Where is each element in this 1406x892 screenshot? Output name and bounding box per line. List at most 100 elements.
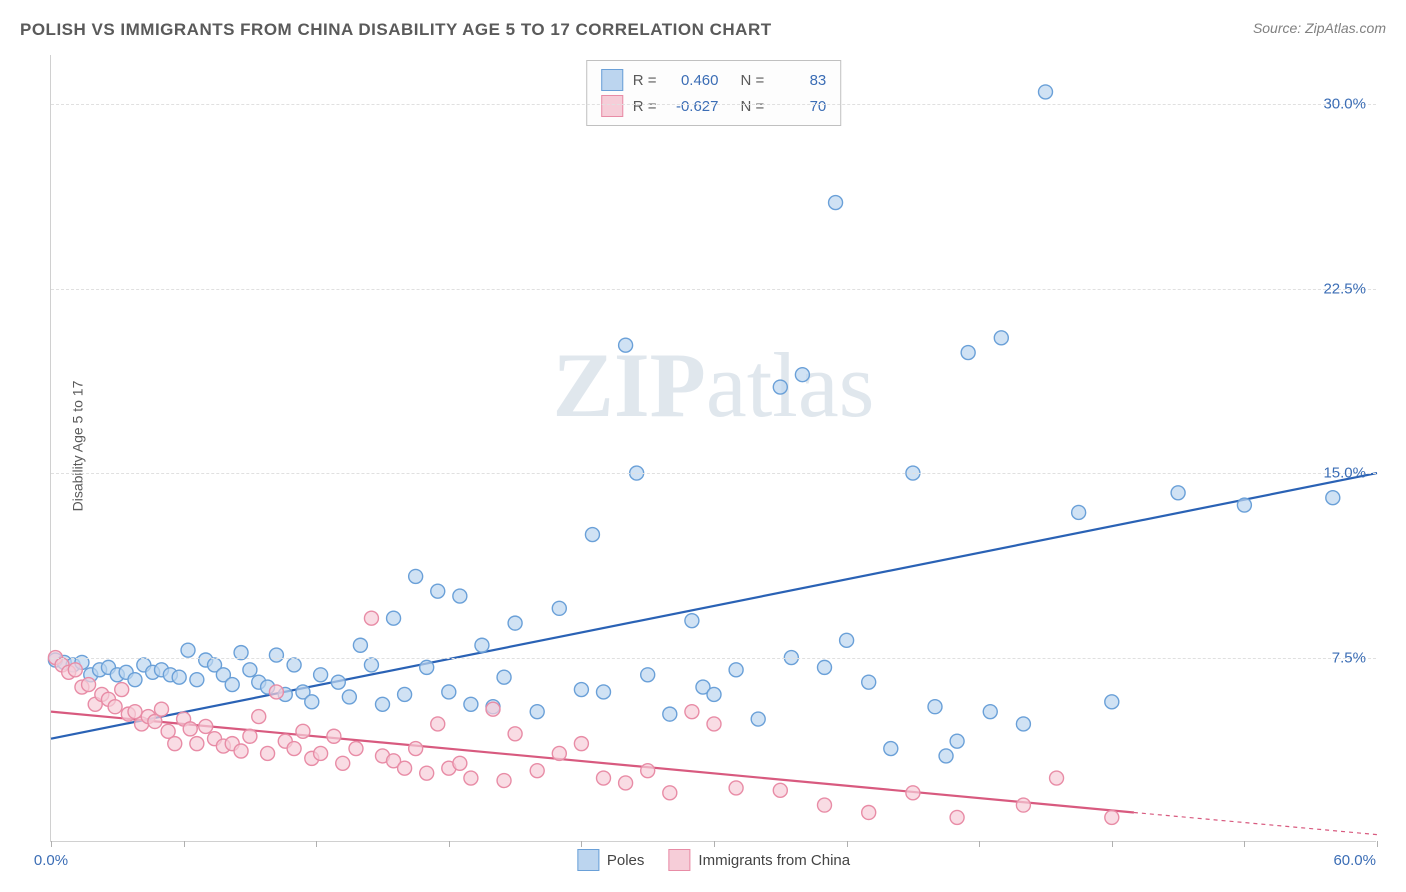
data-point [1326,491,1340,505]
data-point [409,742,423,756]
data-point [751,712,765,726]
series-legend: PolesImmigrants from China [577,849,850,871]
data-point [685,705,699,719]
legend-swatch [601,69,623,91]
data-point [261,746,275,760]
data-point [707,717,721,731]
xtick [184,841,185,847]
data-point [663,786,677,800]
data-point [619,776,633,790]
data-point [641,668,655,682]
chart-area: ZIPatlas R =0.460N =83R =-0.627N =70 Pol… [50,55,1376,842]
source-label: Source: ZipAtlas.com [1253,20,1386,36]
data-point [269,685,283,699]
data-point [243,663,257,677]
ytick-label: 22.5% [1323,280,1366,297]
data-point [331,675,345,689]
data-point [862,675,876,689]
legend-r-value: 0.460 [667,72,719,89]
plot-svg [51,55,1376,841]
data-point [530,705,544,719]
ytick-label: 7.5% [1332,649,1366,666]
xtick [581,841,582,847]
data-point [574,683,588,697]
gridline [51,473,1376,474]
data-point [1171,486,1185,500]
data-point [641,764,655,778]
data-point [597,685,611,699]
data-point [387,611,401,625]
data-point [950,734,964,748]
data-point [225,678,239,692]
data-point [1050,771,1064,785]
data-point [597,771,611,785]
ytick-label: 30.0% [1323,96,1366,113]
data-point [1105,810,1119,824]
trend-line [51,712,1134,813]
ytick-label: 15.0% [1323,465,1366,482]
data-point [1039,85,1053,99]
legend-label: Immigrants from China [698,852,850,869]
data-point [840,633,854,647]
data-point [884,742,898,756]
xtick [316,841,317,847]
data-point [364,658,378,672]
legend-n-label: N = [741,98,765,115]
correlation-legend: R =0.460N =83R =-0.627N =70 [586,60,842,126]
data-point [497,774,511,788]
data-point [108,700,122,714]
data-point [172,670,186,684]
data-point [862,805,876,819]
data-point [994,331,1008,345]
data-point [475,638,489,652]
data-point [773,783,787,797]
data-point [486,702,500,716]
data-point [795,368,809,382]
data-point [252,710,266,724]
gridline [51,289,1376,290]
xtick [847,841,848,847]
data-point [243,729,257,743]
gridline [51,658,1376,659]
legend-swatch [577,849,599,871]
data-point [1072,505,1086,519]
legend-n-label: N = [741,72,765,89]
data-point [431,584,445,598]
legend-row: R =0.460N =83 [601,67,827,93]
data-point [818,660,832,674]
data-point [818,798,832,812]
data-point [349,742,363,756]
xtick [979,841,980,847]
xtick [714,841,715,847]
data-point [398,687,412,701]
data-point [1105,695,1119,709]
data-point [420,766,434,780]
data-point [376,697,390,711]
trend-line-dashed [1134,812,1377,834]
data-point [906,786,920,800]
gridline [51,104,1376,105]
data-point [190,737,204,751]
legend-item: Immigrants from China [668,849,850,871]
data-point [82,678,96,692]
data-point [269,648,283,662]
data-point [619,338,633,352]
data-point [115,683,129,697]
data-point [128,673,142,687]
data-point [530,764,544,778]
data-point [552,746,566,760]
xtick-label: 0.0% [34,852,68,869]
xtick-label: 60.0% [1333,852,1376,869]
legend-n-value: 70 [774,98,826,115]
data-point [314,746,328,760]
data-point [1016,798,1030,812]
data-point [68,663,82,677]
data-point [155,702,169,716]
data-point [442,685,456,699]
data-point [508,616,522,630]
data-point [296,724,310,738]
chart-title: POLISH VS IMMIGRANTS FROM CHINA DISABILI… [20,20,772,40]
data-point [183,722,197,736]
legend-r-label: R = [633,72,657,89]
data-point [950,810,964,824]
